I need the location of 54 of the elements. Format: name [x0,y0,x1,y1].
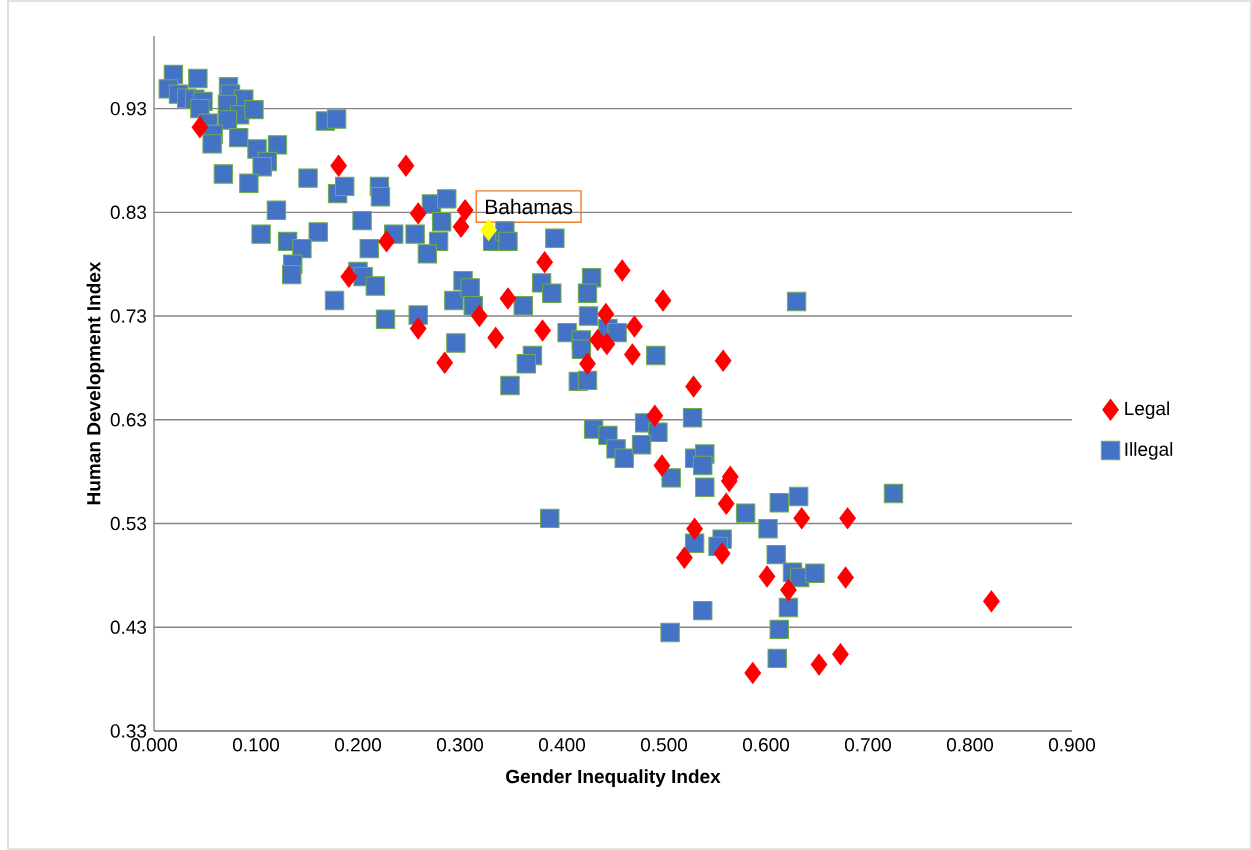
point [409,202,427,225]
x-tick-label: 0.600 [742,738,790,752]
point [598,333,616,355]
x-tick-label: 0.500 [640,738,688,752]
x-tick-label: 0.100 [232,738,280,752]
point [624,343,641,366]
point [676,546,693,569]
x-tick-label: 0.000 [130,738,178,752]
point [456,199,474,222]
y-tick-label: 0.63 [110,413,147,427]
x-tick-label: 0.700 [844,738,892,752]
point [536,251,553,274]
point [436,351,454,374]
point [810,653,828,676]
y-tick-label: 0.83 [110,205,147,220]
legend-label: Legal [1125,401,1169,420]
point [758,565,776,588]
point [654,289,672,312]
point [330,154,347,177]
x-tick-label: 0.900 [1048,738,1096,752]
point [839,507,856,530]
point [613,259,631,282]
point [832,643,849,666]
point [837,566,854,589]
point [534,319,551,342]
x-tick-label: 0.800 [946,738,994,752]
x-tick-label: 0.300 [436,738,484,752]
y-tick-label: 0.53 [110,516,147,531]
point [714,349,732,372]
legend-label: Illegal [1125,442,1173,460]
point [793,507,810,530]
x-tick-label: 0.200 [334,738,382,752]
point [653,454,671,477]
point [626,315,643,338]
point [983,590,1000,613]
point [579,352,596,375]
point [744,662,762,684]
x-axis-title: Gender Inequality Index [506,769,721,787]
x-tick-label: 0.400 [538,738,586,752]
y-axis-title: Human Development Index [86,261,105,505]
y-tick-label: 0.73 [110,309,147,323]
y-tick-label: 0.43 [110,620,147,634]
point [452,215,470,238]
point [780,579,797,601]
y-tick-label: 0.33 [110,724,147,738]
y-tick-label: 0.93 [110,101,147,116]
point [717,492,735,515]
point [397,154,415,177]
point [685,375,702,398]
point [499,287,517,310]
point [487,326,504,349]
point [597,303,615,325]
point [340,265,358,288]
annotation: Bahamas [485,198,573,215]
